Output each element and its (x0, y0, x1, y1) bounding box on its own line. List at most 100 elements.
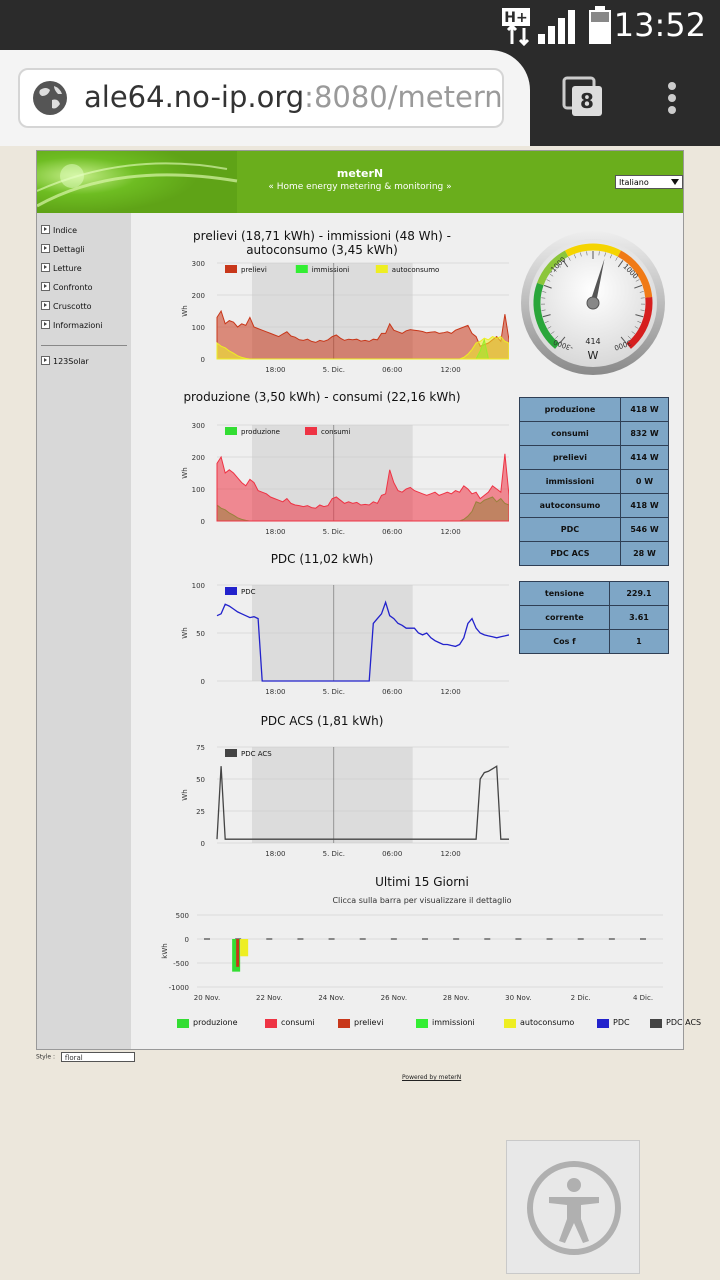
menu-item-informazioni[interactable]: Informazioni (41, 320, 103, 332)
gauge-tick (546, 279, 551, 282)
row-value: 418 W (619, 493, 670, 518)
legend-label: prelievi (354, 1018, 384, 1027)
gauge-tick (639, 291, 644, 293)
series-line-PDC-ACS (216, 765, 509, 840)
gauge-band (537, 250, 569, 286)
language-select[interactable]: Italiano (615, 175, 683, 189)
legend-label: produzione (193, 1018, 238, 1027)
menu-item-confronto[interactable]: Confronto (41, 282, 92, 294)
y-tick-label: 200 (192, 454, 205, 462)
x-tick-label: 5. Dic. (323, 688, 345, 696)
y-tick-label: 75 (196, 744, 205, 752)
row-label: consumi (519, 421, 621, 446)
arrow-box-icon (41, 301, 50, 310)
gauge-tick (580, 252, 582, 257)
legend-swatch (225, 587, 237, 595)
day-mark (297, 938, 304, 940)
row-label: PDC (519, 517, 621, 542)
header-banner-image (37, 151, 683, 213)
day-mark (546, 938, 553, 940)
style-select[interactable]: floral (60, 1052, 135, 1062)
gauge-value: 414 (585, 337, 600, 346)
menu-item-letture[interactable]: Letture (41, 263, 82, 275)
y-tick-label: 500 (176, 912, 189, 920)
row-label: PDC ACS (519, 541, 621, 566)
gauge-tick (629, 268, 633, 272)
y-tick-label: 25 (196, 808, 205, 816)
x-tick-label: 18:00 (265, 688, 285, 696)
table-row: PDC 546 W (519, 517, 670, 542)
style-label: Style : (36, 1053, 55, 1061)
x-tick-label: 12:00 (441, 366, 461, 374)
bar-prelievi[interactable] (236, 939, 240, 967)
day-mark (359, 938, 366, 940)
row-value: 1 (608, 629, 670, 654)
gauge-tick (615, 257, 618, 261)
chart1-title-line2: autoconsumo (3,45 kWh) (246, 243, 398, 257)
gauge-unit: W (588, 349, 599, 362)
legend-swatch (416, 1019, 428, 1028)
x-tick-label: 06:00 (382, 366, 402, 374)
series-area-prelievi (216, 309, 509, 360)
bar-autoconsumo[interactable] (240, 939, 249, 957)
bar-produzione[interactable] (232, 939, 241, 972)
table-row: tensione 229.1 (519, 581, 670, 606)
url-area: ale64.no-ip.org:8080/metern (0, 50, 530, 146)
gauge-needle (586, 258, 605, 310)
tabs-button[interactable]: 8 (562, 76, 606, 120)
legend-label: immissioni (312, 266, 349, 274)
site-subtitle: « Home energy metering & monitoring » (268, 182, 452, 192)
y-tick-label: 300 (192, 422, 205, 430)
menu-item-123solar[interactable]: 123Solar (41, 356, 89, 368)
x-tick-label: 06:00 (382, 850, 402, 858)
legend-swatch (338, 1019, 350, 1028)
legend-swatch (504, 1019, 516, 1028)
x-tick-label: 26 Nov. (381, 994, 407, 1002)
gauge-tick (640, 309, 645, 311)
address-bar[interactable]: ale64.no-ip.org:8080/metern (18, 68, 504, 128)
legend-swatch (225, 265, 237, 273)
x-tick-label: 12:00 (441, 528, 461, 536)
gauge-tick (625, 264, 629, 268)
menu-item-dettagli[interactable]: Dettagli (41, 244, 85, 256)
legend-label: autoconsumo (520, 1018, 575, 1027)
gauge-tick (634, 284, 643, 289)
arrow-box-icon (41, 320, 50, 329)
chevron-down-icon (671, 179, 679, 185)
series-line-PDC (216, 600, 509, 682)
gauge-tick (634, 326, 639, 329)
legend-label: consumi (281, 1018, 315, 1027)
x-tick-label: 5. Dic. (323, 366, 345, 374)
tab-count: 8 (580, 89, 594, 113)
x-tick-label: 5. Dic. (323, 528, 345, 536)
day-mark (328, 938, 335, 940)
row-label: corrente (519, 605, 610, 630)
accessibility-button[interactable] (506, 1140, 640, 1274)
table-row: PDC ACS 28 W (519, 541, 670, 566)
menu-item-indice[interactable]: Indice (41, 225, 77, 237)
legend-label: PDC ACS (666, 1018, 702, 1027)
legend-label: produzione (241, 428, 280, 436)
row-value: 229.1 (608, 581, 670, 606)
row-value: 418 W (619, 397, 670, 422)
legend-swatch (177, 1019, 189, 1028)
chart5-legend: produzione consumi prelievi immissioni autoc… (177, 1017, 701, 1031)
legend-label: PDC (241, 588, 256, 596)
x-tick-label: 20 Nov. (194, 994, 220, 1002)
y-tick-label: 300 (192, 260, 205, 268)
x-tick-label: 18:00 (265, 366, 285, 374)
chart-ultimi-15-giorni[interactable]: 500 0 -500 -1000 kWh 20 Nov. 22 Nov. 24 Nov. 26 … (147, 907, 683, 1037)
gauge-tick (610, 254, 612, 259)
y-axis-label: Wh (181, 627, 189, 638)
menu-item-cruscotto[interactable]: Cruscotto (41, 301, 92, 313)
row-value: 546 W (619, 517, 670, 542)
powered-by-link[interactable]: Powered by meterN (402, 1074, 462, 1081)
gauge-tick (542, 291, 547, 293)
language-value: Italiano (619, 178, 649, 187)
gauge-tick (550, 331, 555, 335)
overflow-menu-icon[interactable] (664, 80, 680, 120)
gauge-tick (631, 331, 636, 335)
needle-hub (586, 296, 600, 310)
